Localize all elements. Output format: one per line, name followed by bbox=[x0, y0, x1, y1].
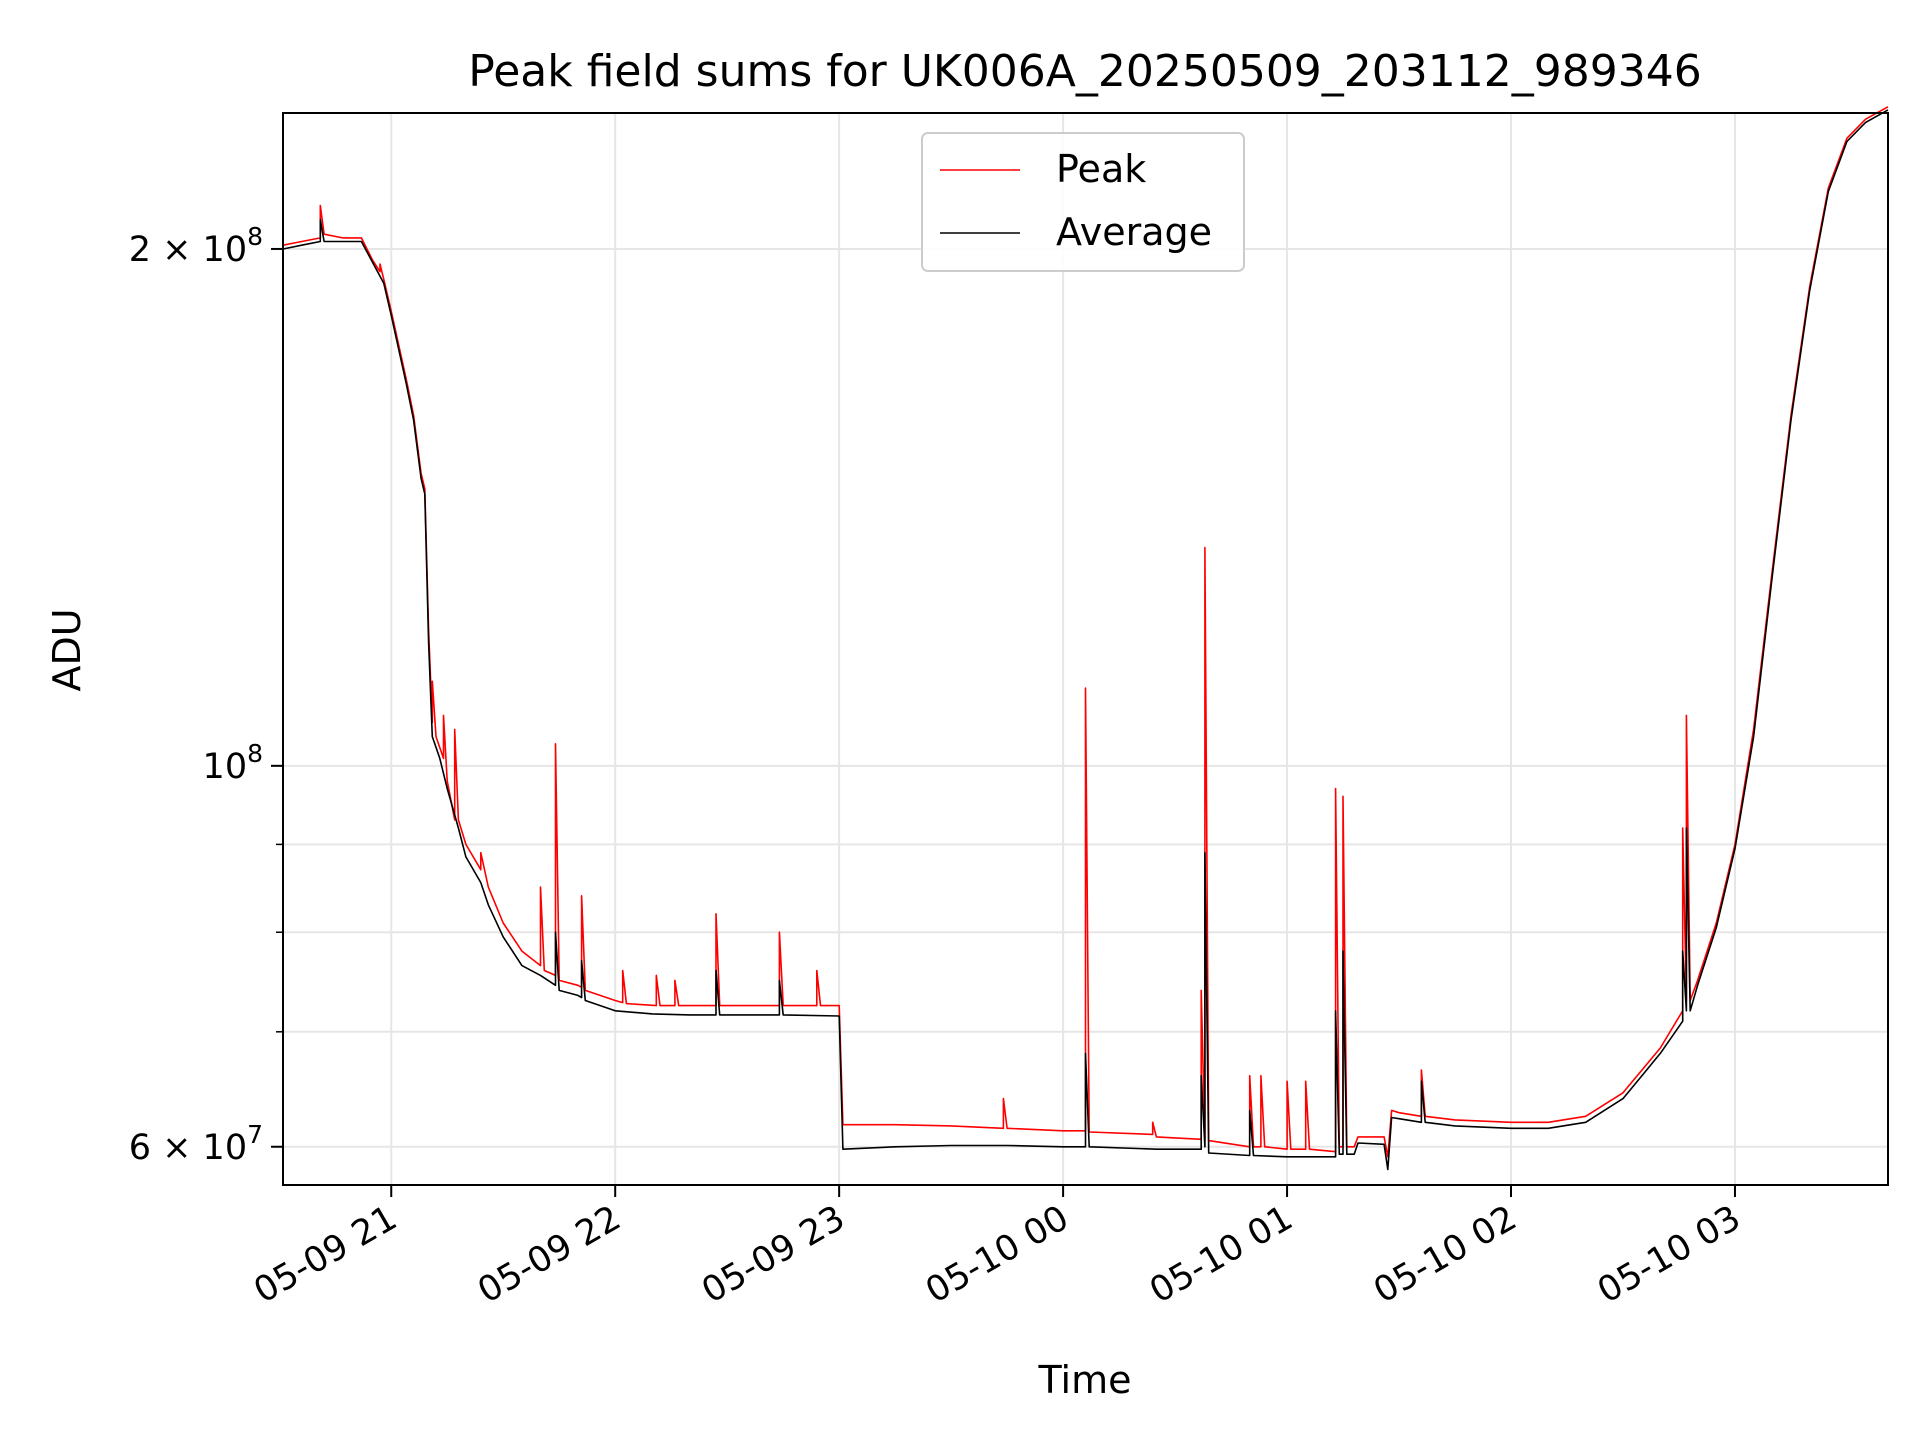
legend-label-average: Average bbox=[1056, 210, 1212, 254]
chart-title: Peak field sums for UK006A_20250509_2031… bbox=[468, 46, 1701, 97]
y-tick-label: 108 bbox=[203, 739, 263, 787]
y-tick-label: 2 × 108 bbox=[129, 222, 263, 270]
legend: Peak Average bbox=[921, 132, 1245, 272]
series-line-peak bbox=[282, 106, 1889, 1158]
series-line-average bbox=[282, 109, 1889, 1171]
y-axis-ticks: 2 × 108 108 6 × 107 bbox=[129, 222, 283, 1168]
x-axis-label: Time bbox=[1038, 1358, 1132, 1402]
y-axis-label: ADU bbox=[45, 608, 89, 691]
legend-box bbox=[921, 132, 1245, 272]
series-layer bbox=[282, 106, 1889, 1171]
y-tick-label: 6 × 107 bbox=[129, 1120, 263, 1168]
legend-label-peak: Peak bbox=[1056, 147, 1146, 191]
plot-frame bbox=[282, 112, 1889, 1186]
